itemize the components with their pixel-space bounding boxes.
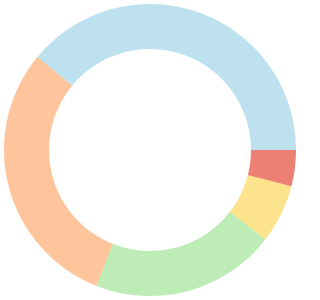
pie-slice [37, 4, 296, 150]
pie-slice [229, 175, 292, 240]
pie-slice [96, 211, 266, 297]
page: {"chart_data": {"type": "pie", "donut": … [3, 4, 296, 297]
pie-slice [3, 56, 113, 286]
chart [3, 4, 296, 297]
pie-slice [247, 150, 296, 187]
